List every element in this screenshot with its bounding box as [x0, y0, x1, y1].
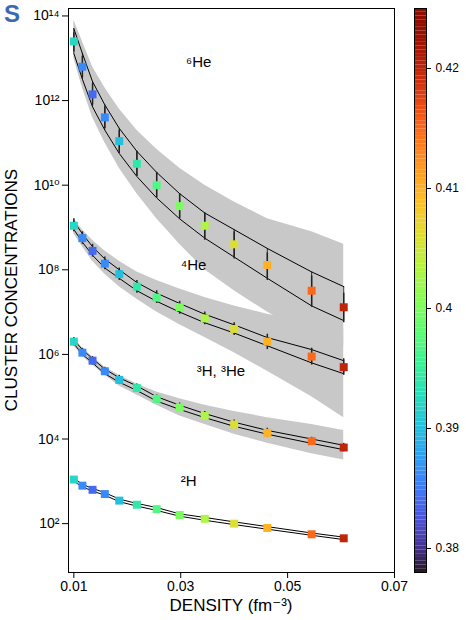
- svg-text:0.05: 0.05: [274, 578, 301, 594]
- svg-text:10¹⁴: 10¹⁴: [33, 7, 59, 23]
- svg-text:10¹⁰: 10¹⁰: [34, 177, 60, 193]
- html-text:S: S: [4, 0, 20, 27]
- svg-text:0.38: 0.38: [436, 541, 460, 555]
- svg-text:10¹²: 10¹²: [35, 92, 60, 108]
- svg-text:0.01: 0.01: [60, 578, 87, 594]
- svg-text:10⁶: 10⁶: [38, 346, 59, 362]
- svg-text:0.41: 0.41: [436, 181, 460, 195]
- html-text:CLUSTER CONCENTRATIONS: CLUSTER CONCENTRATIONS: [2, 168, 21, 412]
- svg-text:10⁸: 10⁸: [38, 261, 60, 277]
- html-text:DENSITY (fm⁻³): DENSITY (fm⁻³): [169, 596, 293, 615]
- svg-text:0.4: 0.4: [436, 301, 453, 315]
- svg-text:10²: 10²: [39, 515, 60, 531]
- svg-text:⁶He: ⁶He: [186, 53, 211, 70]
- svg-text:0.07: 0.07: [381, 578, 408, 594]
- svg-text:³H, ³He: ³H, ³He: [197, 362, 245, 379]
- svg-text:0.39: 0.39: [436, 421, 460, 435]
- svg-text:²H: ²H: [181, 472, 197, 489]
- svg-text:0.03: 0.03: [167, 578, 194, 594]
- svg-text:10⁴: 10⁴: [38, 431, 60, 447]
- svg-text:0.42: 0.42: [436, 61, 460, 75]
- svg-text:⁴He: ⁴He: [181, 256, 207, 273]
